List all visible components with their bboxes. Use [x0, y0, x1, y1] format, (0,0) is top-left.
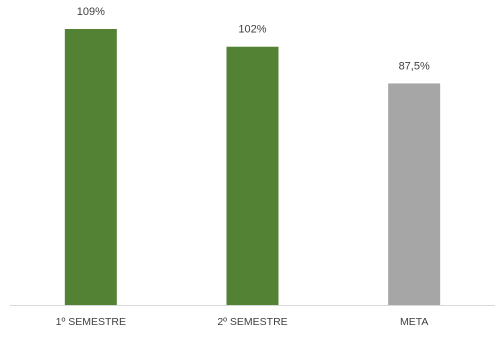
category-label-2: 2º SEMESTRE [217, 316, 287, 328]
data-label-1: 109% [77, 6, 105, 18]
category-label-1: 1º SEMESTRE [56, 316, 126, 328]
category-label-3: META [400, 316, 428, 328]
data-label-2: 102% [238, 24, 266, 36]
data-label-3: 87,5% [399, 60, 430, 72]
bar-2 [226, 46, 279, 306]
bar-1 [64, 29, 117, 305]
bar-3 [388, 83, 441, 305]
